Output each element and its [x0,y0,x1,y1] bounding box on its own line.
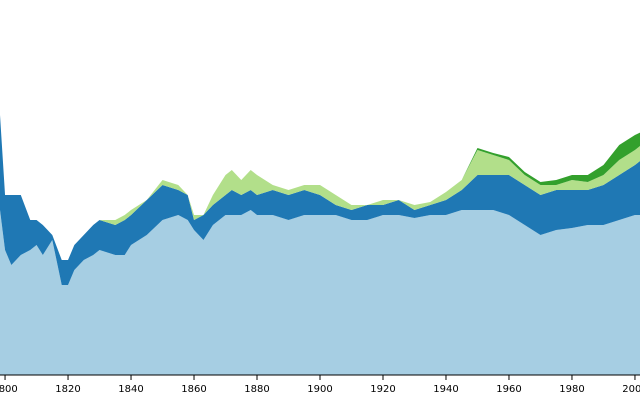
area [0,210,640,375]
x-tick-label: 1920 [370,384,395,395]
x-tick-label: 1980 [559,384,584,395]
x-tick-label: 1800 [0,384,18,395]
x-tick-label: 2000 [622,384,640,395]
x-tick-label: 1840 [118,384,143,395]
area [0,115,640,260]
area [0,115,640,285]
x-tick-label: 1880 [244,384,269,395]
x-tick-label: 1900 [307,384,332,395]
x-tick-label: 1860 [181,384,206,395]
x-tick-label: 1940 [433,384,458,395]
x-tick-label: 1820 [55,384,80,395]
x-tick-label: 1960 [496,384,521,395]
